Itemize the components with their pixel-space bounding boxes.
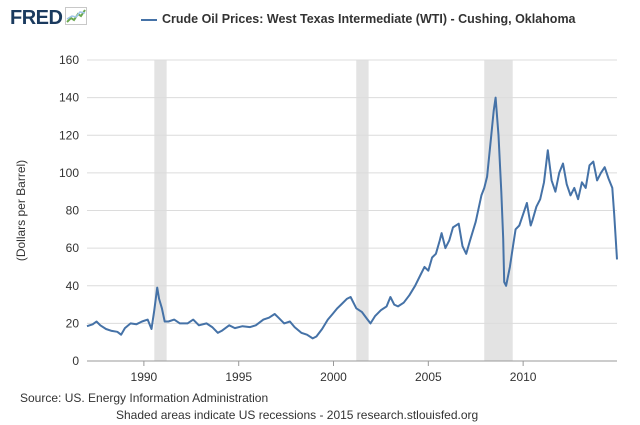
x-tick-label: 1990 xyxy=(131,370,158,384)
y-tick-label: 120 xyxy=(59,128,79,142)
footer-note: Shaded areas indicate US recessions - 20… xyxy=(116,408,479,422)
x-tick-label: 2005 xyxy=(415,370,442,384)
fred-logo-text: FRED xyxy=(10,7,63,29)
fred-chart-icon xyxy=(65,7,88,30)
y-axis-label: (Dollars per Barrel) xyxy=(14,160,28,261)
y-tick-label: 140 xyxy=(59,91,79,105)
series-line xyxy=(86,96,618,340)
footer-source: Source: US. Energy Information Administr… xyxy=(20,391,269,405)
fred-logo[interactable]: FRED xyxy=(10,7,88,30)
y-tick-label: 20 xyxy=(66,316,80,330)
y-tick-label: 60 xyxy=(66,241,80,255)
x-tick-label: 1995 xyxy=(225,370,252,384)
y-tick-label: 160 xyxy=(59,53,79,67)
y-tick-label: 40 xyxy=(66,279,80,293)
y-tick-label: 100 xyxy=(59,166,79,180)
chart-legend: Crude Oil Prices: West Texas Intermediat… xyxy=(141,12,602,27)
y-tick-label: 0 xyxy=(72,354,79,368)
x-tick-label: 2000 xyxy=(320,370,347,384)
x-tick-label: 2010 xyxy=(510,370,537,384)
legend-swatch xyxy=(141,19,157,21)
legend-label: Crude Oil Prices: West Texas Intermediat… xyxy=(162,12,576,26)
y-tick-label: 80 xyxy=(66,204,80,218)
